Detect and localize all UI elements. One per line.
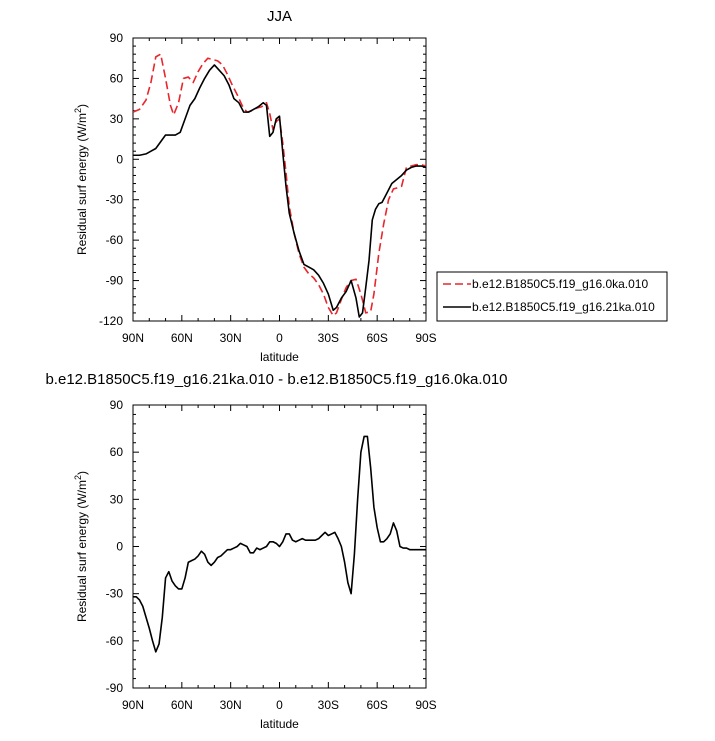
x-tick-label: 30S [318,698,339,712]
legend-label-1: b.e12.B1850C5.f19_g16.0ka.010 [472,277,648,291]
y-axis-label-sup: 2 [73,108,83,113]
bottom-chart: b.e12.B1850C5.f19_g16.21ka.010 - b.e12.B… [45,371,507,731]
x-tick-label: 90N [122,698,144,712]
y-tick-label: 0 [116,152,123,166]
y-axis-label-main: Residual surf energy (W/m [75,113,89,255]
y-axis-label-close: ) [75,471,89,475]
series-line-1 [133,53,426,317]
x-tick-label: 60N [171,698,193,712]
x-axis-label: latitude [260,717,299,731]
x-tick-label: 60N [171,331,193,345]
y-tick-label: 90 [110,31,124,45]
x-axis-label: latitude [260,350,299,364]
y-axis-label: Residual surf energy (W/m2) [73,471,89,622]
x-tick-label: 60S [366,331,387,345]
y-tick-label: -120 [99,314,123,328]
x-tick-label: 60S [366,698,387,712]
x-tick-label: 90S [415,698,436,712]
x-tick-label: 0 [276,331,283,345]
x-tick-label: 0 [276,698,283,712]
legend-label-2: b.e12.B1850C5.f19_g16.21ka.010 [472,300,655,314]
series-line-1 [133,435,426,653]
y-axis-label-sup: 2 [73,475,83,480]
y-tick-label: -30 [106,587,124,601]
top-chart: JJA -120 -90 -60 -30 0 30 60 90 90N 60N 30N 0 30S 60S 9… [73,8,668,364]
x-tick-label: 30N [220,331,242,345]
y-tick-label: -60 [106,233,124,247]
x-tick-label: 90N [122,331,144,345]
y-tick-label: -30 [106,193,124,207]
y-tick-label: -90 [106,681,124,695]
y-tick-label: 0 [116,540,123,554]
plot-frame [132,37,427,322]
y-tick-label: 60 [110,71,124,85]
y-tick-label: -90 [106,274,124,288]
chart-title: b.e12.B1850C5.f19_g16.21ka.010 - b.e12.B… [45,371,507,388]
y-tick-label: 60 [110,445,124,459]
y-axis-label-main: Residual surf energy (W/m [75,480,89,622]
chart-title: JJA [267,8,292,25]
y-axis-label-close: ) [75,104,89,108]
series-line-2 [133,64,426,318]
y-tick-label: -60 [106,634,124,648]
x-tick-label: 30S [318,331,339,345]
y-tick-label: 30 [110,112,124,126]
y-axis-label: Residual surf energy (W/m2) [73,104,89,255]
y-tick-label: 90 [110,398,124,412]
legend: b.e12.B1850C5.f19_g16.0ka.010 b.e12.B1850… [436,271,668,322]
x-tick-label: 30N [220,698,242,712]
x-tick-label: 90S [415,331,436,345]
y-tick-label: 30 [110,492,124,506]
legend-box [436,271,668,322]
